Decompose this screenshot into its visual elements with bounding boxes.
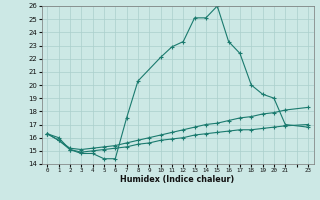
X-axis label: Humidex (Indice chaleur): Humidex (Indice chaleur) [120, 175, 235, 184]
